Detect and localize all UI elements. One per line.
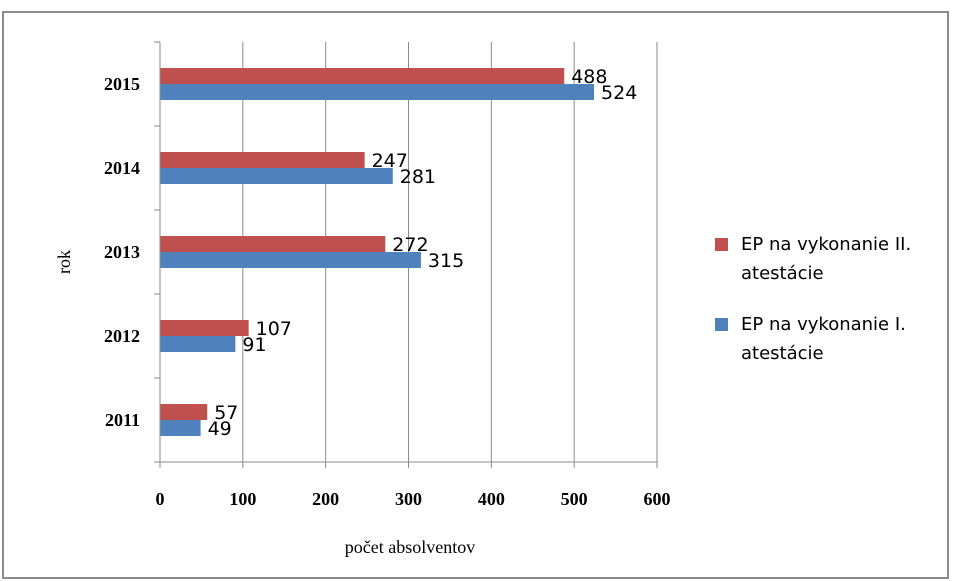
bar: [160, 320, 249, 336]
data-label: 488: [571, 66, 607, 88]
bars: [160, 68, 595, 436]
legend: EP na vykonanie II. atestácie EP na vykona…: [715, 234, 911, 364]
legend-label: atestácie: [741, 263, 824, 284]
data-label: 49: [208, 418, 232, 440]
x-tick-label: 100: [229, 489, 256, 509]
x-tick-label: 200: [312, 489, 339, 509]
bar: [160, 168, 393, 184]
data-label: 524: [601, 82, 637, 104]
y-tick-label: 2012: [104, 326, 140, 346]
x-axis-label: počet absolventov: [345, 537, 475, 557]
legend-label: atestácie: [741, 343, 824, 364]
y-tick-label: 2014: [104, 158, 140, 178]
x-tick-label: 400: [478, 489, 505, 509]
y-axis-label: rok: [54, 250, 74, 274]
legend-label: EP na vykonanie II.: [741, 234, 911, 255]
x-tick-label: 500: [561, 489, 588, 509]
data-label: 57: [214, 402, 238, 424]
bar: [160, 84, 595, 100]
bar: [160, 236, 386, 252]
x-tick-label: 0: [156, 489, 165, 509]
data-label: 247: [372, 150, 408, 172]
axes: [154, 41, 658, 468]
y-tick-label: 2011: [105, 410, 140, 430]
bar: [160, 68, 565, 84]
data-label: 107: [256, 318, 292, 340]
data-label: 281: [400, 166, 436, 188]
bar: [160, 404, 208, 420]
bar: [160, 252, 421, 268]
bar: [160, 336, 236, 352]
gridlines: [242, 42, 658, 462]
y-tick-labels: 2011 2012 2013 2014 2015: [104, 74, 140, 430]
x-tick-label: 600: [644, 489, 671, 509]
x-tick-label: 300: [395, 489, 422, 509]
legend-swatch: [715, 238, 728, 251]
bar: [160, 420, 201, 436]
data-label: 315: [428, 250, 464, 272]
y-tick-label: 2013: [104, 242, 140, 262]
legend-label: EP na vykonanie I.: [741, 314, 906, 335]
legend-swatch: [715, 318, 728, 331]
y-tick-label: 2015: [104, 74, 140, 94]
data-label: 272: [392, 234, 428, 256]
data-label: 91: [242, 334, 266, 356]
bar: [160, 152, 365, 168]
x-tick-labels: 0 100 200 300 400 500 600: [156, 489, 671, 509]
